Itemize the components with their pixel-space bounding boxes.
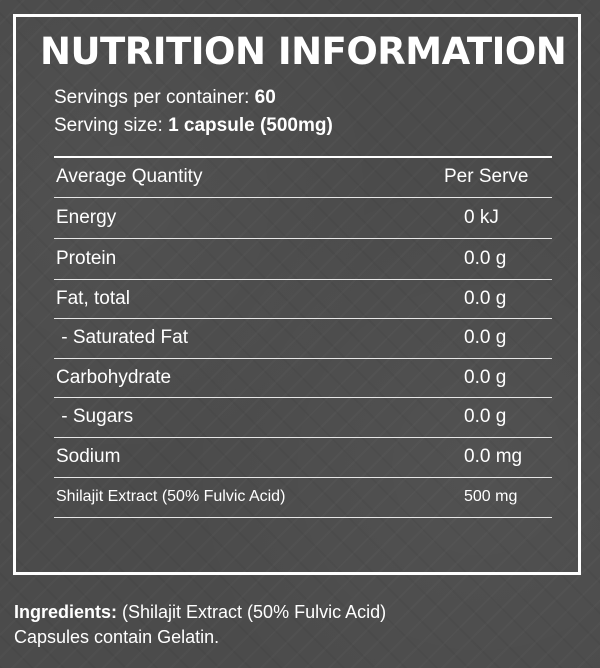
- header-per-serve: Per Serve: [444, 166, 529, 187]
- divider: [54, 397, 552, 398]
- row-name: Carbohydrate: [56, 367, 172, 388]
- row-value: 0.0 g: [464, 406, 507, 427]
- nutrition-panel: [13, 14, 581, 575]
- header-average-quantity: Average Quantity: [56, 166, 203, 187]
- row-name: Fat, total: [56, 288, 130, 309]
- divider: [54, 517, 552, 518]
- ingredients: Ingredients: (Shilajit Extract (50% Fulv…: [14, 600, 386, 650]
- table-row: Carbohydrate 0.0 g: [54, 358, 552, 398]
- row-value: 0.0 mg: [464, 446, 523, 467]
- ingredients-label: Ingredients:: [14, 602, 118, 622]
- table-header-row: Average Quantity Per Serve: [54, 157, 552, 197]
- table-row: Shilajit Extract (50% Fulvic Acid) 500 m…: [54, 477, 552, 517]
- row-value: 0.0 g: [464, 367, 507, 388]
- row-name: - Saturated Fat: [56, 327, 189, 348]
- row-name: Shilajit Extract (50% Fulvic Acid): [56, 488, 286, 505]
- table-row: Energy 0 kJ: [54, 198, 552, 238]
- servings-per-container-value: 60: [254, 87, 276, 108]
- row-value: 500 mg: [464, 488, 518, 505]
- table-row: - Saturated Fat 0.0 g: [54, 318, 552, 358]
- divider: [54, 156, 552, 158]
- divider: [54, 477, 552, 478]
- servings-per-container-label: Servings per container:: [54, 87, 250, 108]
- row-name: Sodium: [56, 446, 121, 467]
- row-value: 0.0 g: [464, 288, 507, 309]
- row-value: 0 kJ: [464, 207, 499, 228]
- ingredients-line-2: Capsules contain Gelatin.: [14, 627, 220, 647]
- table-row: Sodium 0.0 mg: [54, 437, 552, 477]
- table-row: - Sugars 0.0 g: [54, 397, 552, 437]
- row-value: 0.0 g: [464, 327, 507, 348]
- serving-size-label: Serving size:: [54, 115, 163, 136]
- serving-size-value: 1 capsule (500mg): [168, 115, 333, 136]
- panel-title: NUTRITION INFORMATION: [40, 30, 567, 73]
- row-name: - Sugars: [56, 406, 134, 427]
- ingredients-line-1: Ingredients: (Shilajit Extract (50% Fulv…: [14, 600, 386, 625]
- divider: [54, 437, 552, 438]
- divider: [54, 358, 552, 359]
- row-name: Energy: [56, 207, 117, 228]
- table-row: Fat, total 0.0 g: [54, 279, 552, 319]
- divider: [54, 279, 552, 280]
- ingredients-text: (Shilajit Extract (50% Fulvic Acid): [117, 602, 387, 622]
- servings-per-container: Servings per container: 60: [54, 86, 276, 110]
- row-value: 0.0 g: [464, 248, 507, 269]
- divider: [54, 197, 552, 198]
- row-name: Protein: [56, 248, 117, 269]
- divider: [54, 238, 552, 239]
- serving-size: Serving size: 1 capsule (500mg): [54, 114, 333, 138]
- table-row: Protein 0.0 g: [54, 239, 552, 279]
- divider: [54, 318, 552, 319]
